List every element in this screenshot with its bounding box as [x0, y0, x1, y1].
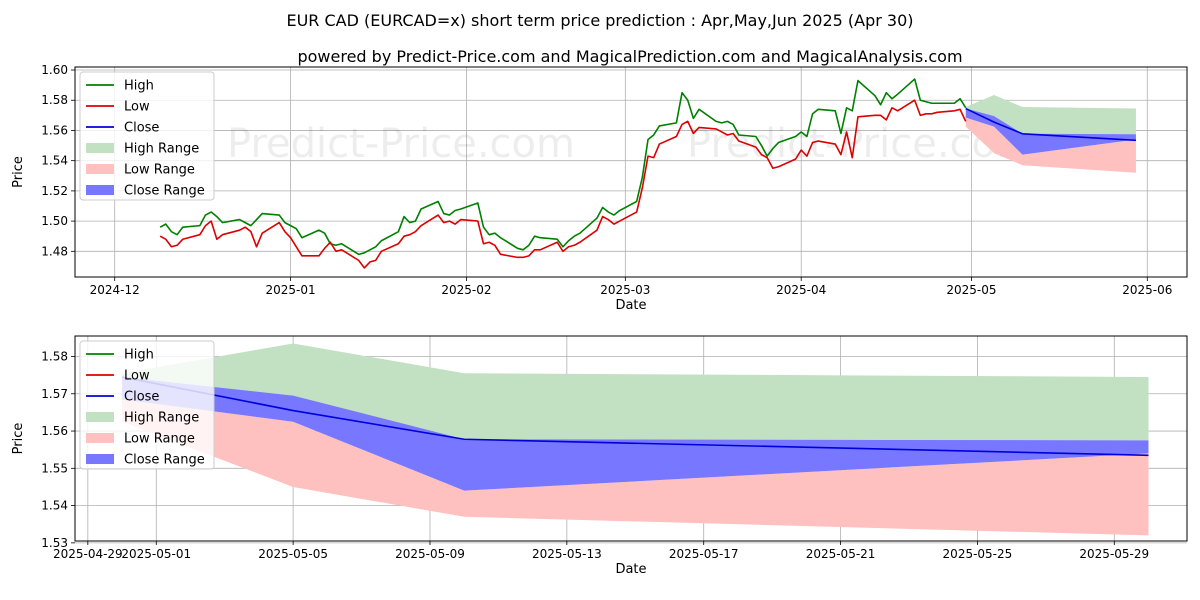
- y-tick-label: 1.57: [41, 387, 68, 401]
- x-tick-label: 2025-05-25: [943, 547, 1013, 561]
- y-tick-label: 1.50: [41, 214, 68, 228]
- x-tick-label: 2025-05-09: [395, 547, 465, 561]
- close-line: [965, 107, 1136, 142]
- legend-swatch-high-range: [86, 412, 114, 422]
- x-tick-label: 2024-12: [90, 283, 140, 297]
- legend-label-low: Low: [124, 100, 150, 115]
- legend-label-high: High: [124, 79, 154, 94]
- legend: High Low Close High Range Low Range Close Ran…: [79, 71, 215, 201]
- legend-label-low-range: Low Range: [124, 432, 195, 447]
- legend-label-high-range: High Range: [124, 142, 199, 157]
- y-tick-label: 1.60: [41, 63, 68, 77]
- x-tick-label: 2025-05-13: [532, 547, 602, 561]
- x-tick-label: 2025-06: [1122, 283, 1172, 297]
- legend-label-close: Close: [124, 390, 159, 405]
- x-tick-label: 2025-02: [441, 283, 491, 297]
- y-tick-label: 1.53: [41, 536, 68, 550]
- high-range-band: [965, 94, 1136, 135]
- x-tick-label: 2025-05-05: [258, 547, 328, 561]
- legend-label-close-range: Close Range: [124, 184, 205, 199]
- series-group: [159, 78, 1136, 269]
- high-line: [159, 78, 967, 256]
- x-tick-label: 2025-05-17: [669, 547, 739, 561]
- panel-forecast: Predict-Price.comPredict-Price.com2025-0…: [11, 335, 1188, 577]
- x-tick-label: 2025-05-01: [121, 547, 191, 561]
- y-tick-label: 1.56: [41, 123, 68, 137]
- chart-subtitle: powered by Predict-Price.com and Magical…: [297, 47, 962, 66]
- close-range-band: [965, 108, 1136, 155]
- watermark-text: Predict-Price.com: [227, 271, 575, 317]
- y-tick-label: 1.54: [41, 499, 68, 513]
- chart-title: EUR CAD (EURCAD=x) short term price pred…: [286, 11, 913, 30]
- legend-swatch-close-range: [86, 454, 114, 464]
- axes-frame: [74, 335, 1188, 542]
- low-line: [159, 99, 967, 269]
- high-range-band: [122, 343, 1149, 441]
- x-tick-label: 2025-04-29: [53, 547, 123, 561]
- y-tick-label: 1.56: [41, 424, 68, 438]
- close-range-band: [122, 377, 1149, 491]
- watermark-text: Predict-Price.com: [687, 271, 1035, 317]
- y-axis-label: Price: [11, 423, 26, 455]
- y-tick-label: 1.58: [41, 350, 68, 364]
- legend-swatch-close-range: [86, 185, 114, 195]
- legend-label-close: Close: [124, 121, 159, 136]
- low-range-band: [122, 399, 1149, 536]
- y-tick-label: 1.54: [41, 154, 68, 168]
- x-axis-label: Date: [615, 562, 646, 577]
- y-axis-label: Price: [11, 156, 26, 188]
- x-axis-label: Date: [615, 298, 646, 313]
- y-tick-label: 1.55: [41, 461, 68, 475]
- legend-label-high-range: High Range: [124, 411, 199, 426]
- plot-area: [75, 67, 1187, 277]
- y-tick-label: 1.48: [41, 244, 68, 258]
- low-range-band: [965, 117, 1136, 173]
- legend-swatch-high-range: [86, 143, 114, 153]
- panel-historical: Predict-Price.com Predict-Price.com Predic…: [11, 63, 1188, 317]
- legend: High Low Close High Range Low Range Close Ran…: [79, 340, 215, 470]
- y-tick-label: 1.58: [41, 93, 68, 107]
- x-tick-label: 2025-04: [776, 283, 826, 297]
- x-tick-label: 2025-03: [600, 283, 650, 297]
- legend-swatch-low-range: [86, 164, 114, 174]
- x-tick-label: 2025-05: [946, 283, 996, 297]
- legend-swatch-low-range: [86, 433, 114, 443]
- legend-label-low: Low: [124, 369, 150, 384]
- watermark-text: Predict-Price.com: [227, 121, 575, 167]
- legend-label-close-range: Close Range: [124, 453, 205, 468]
- x-tick-label: 2025-05-21: [806, 547, 876, 561]
- axes-frame: [74, 66, 1188, 278]
- legend-label-high: High: [124, 348, 154, 363]
- x-tick-label: 2025-01: [266, 283, 316, 297]
- legend-label-low-range: Low Range: [124, 163, 195, 178]
- y-tick-label: 1.52: [41, 184, 68, 198]
- x-tick-label: 2025-05-29: [1079, 547, 1149, 561]
